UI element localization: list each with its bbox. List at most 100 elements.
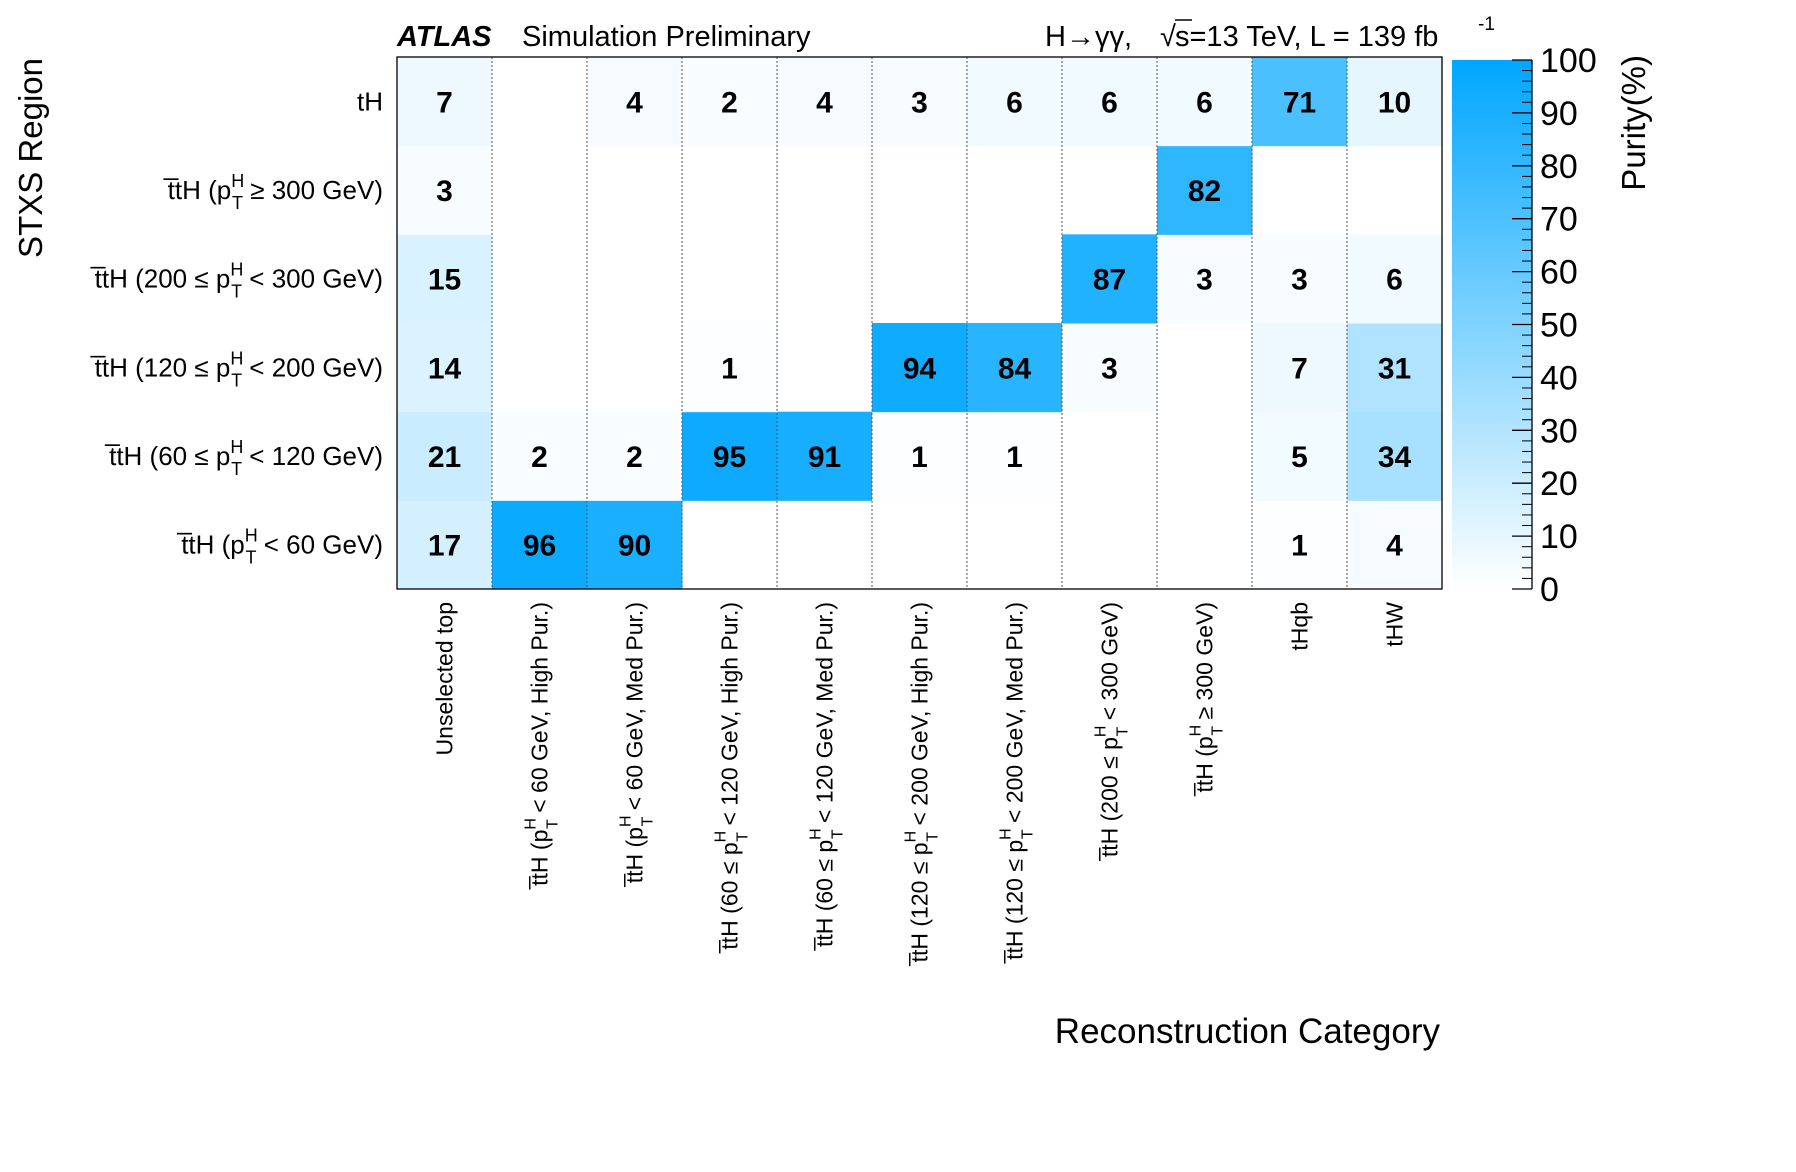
heatmap-cell xyxy=(1157,57,1253,147)
cell-value-label: 4 xyxy=(816,86,833,119)
cell-value-label: 4 xyxy=(1386,530,1403,563)
heatmap-cell xyxy=(1157,234,1253,324)
y-category-label: tH xyxy=(357,86,383,116)
lumi-exponent: -1 xyxy=(1478,14,1495,35)
z-tick-label: 40 xyxy=(1540,359,1578,397)
cell-value-label: 90 xyxy=(618,530,651,563)
cell-value-label: 4 xyxy=(626,86,643,119)
heatmap-cell xyxy=(682,323,778,413)
cell-value-label: 3 xyxy=(1101,352,1118,385)
heatmap-cell xyxy=(1252,234,1348,324)
cell-value-label: 1 xyxy=(1006,441,1023,474)
x-category-label: Unselected top xyxy=(432,602,458,755)
cell-value-label: 3 xyxy=(1196,264,1213,297)
cell-value-label: 96 xyxy=(523,530,556,563)
cell-value-label: 82 xyxy=(1188,175,1221,208)
cell-value-label: 6 xyxy=(1006,86,1023,119)
cell-value-label: 5 xyxy=(1291,441,1308,474)
heatmap-cell xyxy=(872,57,968,147)
cell-value-label: 1 xyxy=(1291,530,1308,563)
heatmap-cell xyxy=(397,145,493,235)
x-category-label: t̅tH (pH T < 60 GeV, High Pur.) xyxy=(523,602,562,890)
z-tick-label: 60 xyxy=(1540,254,1578,292)
heatmap-cell xyxy=(1252,323,1348,413)
heatmap-cell xyxy=(967,323,1063,413)
plot-frame xyxy=(396,56,1443,590)
heatmap-cell xyxy=(967,411,1063,501)
x-category-label: t̅tH (60 ≤ pH T < 120 GeV, High Pur.) xyxy=(713,602,752,954)
heatmap-cell xyxy=(587,57,683,147)
z-tick-label: 70 xyxy=(1540,201,1578,239)
process-label: H→γγ, xyxy=(1045,21,1132,53)
cell-value-label: 6 xyxy=(1386,264,1403,297)
cell-value-label: 21 xyxy=(428,441,461,474)
heatmap-cell xyxy=(1252,500,1348,590)
z-tick-label: 80 xyxy=(1540,148,1578,186)
heatmap-cell xyxy=(777,57,873,147)
heatmap-cell xyxy=(1347,500,1443,590)
heatmap-cell xyxy=(397,323,493,413)
cell-value-label: 3 xyxy=(911,86,928,119)
z-tick-label: 90 xyxy=(1540,95,1578,133)
cell-value-label: 95 xyxy=(713,441,746,474)
heatmap-cell xyxy=(492,500,588,590)
z-tick-label: 20 xyxy=(1540,465,1578,503)
cell-value-label: 3 xyxy=(1291,264,1308,297)
x-category-label: tHW xyxy=(1382,602,1408,647)
z-axis-title: Purity(%) xyxy=(1615,55,1652,191)
heatmap-cell xyxy=(1062,234,1158,324)
energy-lumi-label: s=13 TeV, L = 139 fb xyxy=(1175,21,1438,53)
z-tick-label: 10 xyxy=(1540,518,1578,556)
y-category-label: t̅tH (60 ≤ pH T < 120 GeV) xyxy=(104,437,383,479)
cell-value-label: 1 xyxy=(721,352,738,385)
heatmap-cell xyxy=(967,57,1063,147)
heatmap-cell xyxy=(397,411,493,501)
y-category-label: t̅tH (pH T ≥ 300 GeV) xyxy=(163,171,383,213)
y-category-labels: t̅tH (pH T < 60 GeV) t̅tH (60 ≤ pH T < 120 … xyxy=(90,86,383,567)
x-category-label: t̅tH (60 ≤ pH T < 120 GeV, Med Pur.) xyxy=(808,602,847,951)
cell-value-label: 2 xyxy=(721,86,738,119)
cell-value-label: 84 xyxy=(998,352,1032,385)
heatmap-cell xyxy=(1062,323,1158,413)
heatmap-cell xyxy=(872,323,968,413)
cell-value-label: 94 xyxy=(903,352,937,385)
cell-value-label: 7 xyxy=(436,86,453,119)
heatmap-cell xyxy=(397,234,493,324)
cell-value-label: 1 xyxy=(911,441,928,474)
sqrt-sign: √ xyxy=(1160,21,1176,53)
cell-value-label: 34 xyxy=(1378,441,1412,474)
heatmap-cell xyxy=(1252,411,1348,501)
cell-value-label: 6 xyxy=(1196,86,1213,119)
heatmap-cell xyxy=(397,57,493,147)
cell-value-label: 31 xyxy=(1378,352,1411,385)
heatmap-cell xyxy=(397,500,493,590)
heatmap-cell xyxy=(777,411,873,501)
y-category-label: t̅tH (120 ≤ pH T < 200 GeV) xyxy=(90,348,383,390)
cell-value-label: 91 xyxy=(808,441,841,474)
atlas-brand: ATLAS xyxy=(396,21,492,53)
cell-value-label: 2 xyxy=(626,441,643,474)
x-category-label: t̅tH (120 ≤ pH T < 200 GeV, Med Pur.) xyxy=(998,602,1037,964)
cell-value-label: 71 xyxy=(1283,86,1316,119)
x-category-label: t̅tH (pH T ≥ 300 GeV) xyxy=(1188,602,1227,797)
cell-value-label: 87 xyxy=(1093,264,1126,297)
z-tick-label: 100 xyxy=(1540,42,1597,80)
heatmap-cell xyxy=(1347,323,1443,413)
z-tick-label: 0 xyxy=(1540,571,1559,609)
cell-value-label: 15 xyxy=(428,264,461,297)
x-category-label: t̅tH (200 ≤ pH T < 300 GeV) xyxy=(1093,602,1132,861)
cell-value-label: 3 xyxy=(436,175,453,208)
heatmap-cell xyxy=(682,57,778,147)
x-category-label: t̅tH (pH T < 60 GeV, Med Pur.) xyxy=(618,602,657,887)
x-category-label: t̅tH (120 ≤ pH T < 200 GeV, High Pur.) xyxy=(903,602,942,966)
heatmap-cell xyxy=(587,500,683,590)
heatmap-cell xyxy=(682,411,778,501)
color-scale-ticks: 0 10 20 30 40 50 60 70 80 90 100 xyxy=(1512,42,1597,609)
cell-value-label: 7 xyxy=(1291,352,1308,385)
heatmap-cell xyxy=(587,411,683,501)
heatmap-cell xyxy=(1252,57,1348,147)
heatmap-cell xyxy=(1157,145,1253,235)
cell-value-label: 6 xyxy=(1101,86,1118,119)
x-category-label: tHqb xyxy=(1287,602,1313,651)
